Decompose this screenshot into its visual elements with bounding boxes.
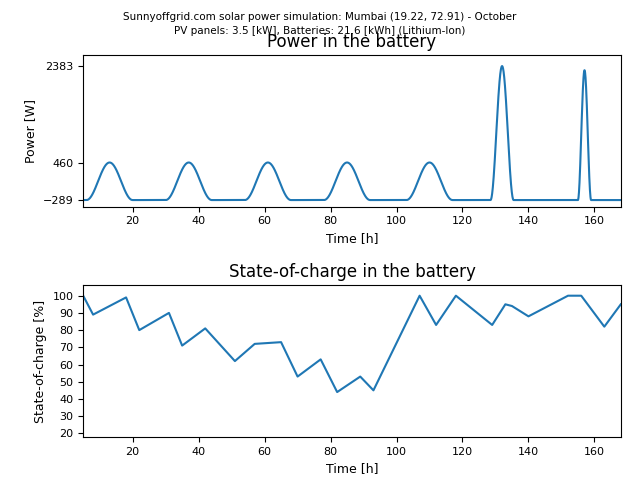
X-axis label: Time [h]: Time [h] <box>326 462 378 475</box>
Text: Sunnyoffgrid.com solar power simulation: Mumbai (19.22, 72.91) - October: Sunnyoffgrid.com solar power simulation:… <box>124 12 516 22</box>
Y-axis label: State-of-charge [%]: State-of-charge [%] <box>34 300 47 423</box>
X-axis label: Time [h]: Time [h] <box>326 232 378 245</box>
Text: PV panels: 3.5 [kW], Batteries: 21.6 [kWh] (Lithium-Ion): PV panels: 3.5 [kW], Batteries: 21.6 [kW… <box>174 26 466 36</box>
Y-axis label: Power [W]: Power [W] <box>24 99 37 163</box>
Title: State-of-charge in the battery: State-of-charge in the battery <box>228 263 476 281</box>
Title: Power in the battery: Power in the battery <box>268 33 436 51</box>
